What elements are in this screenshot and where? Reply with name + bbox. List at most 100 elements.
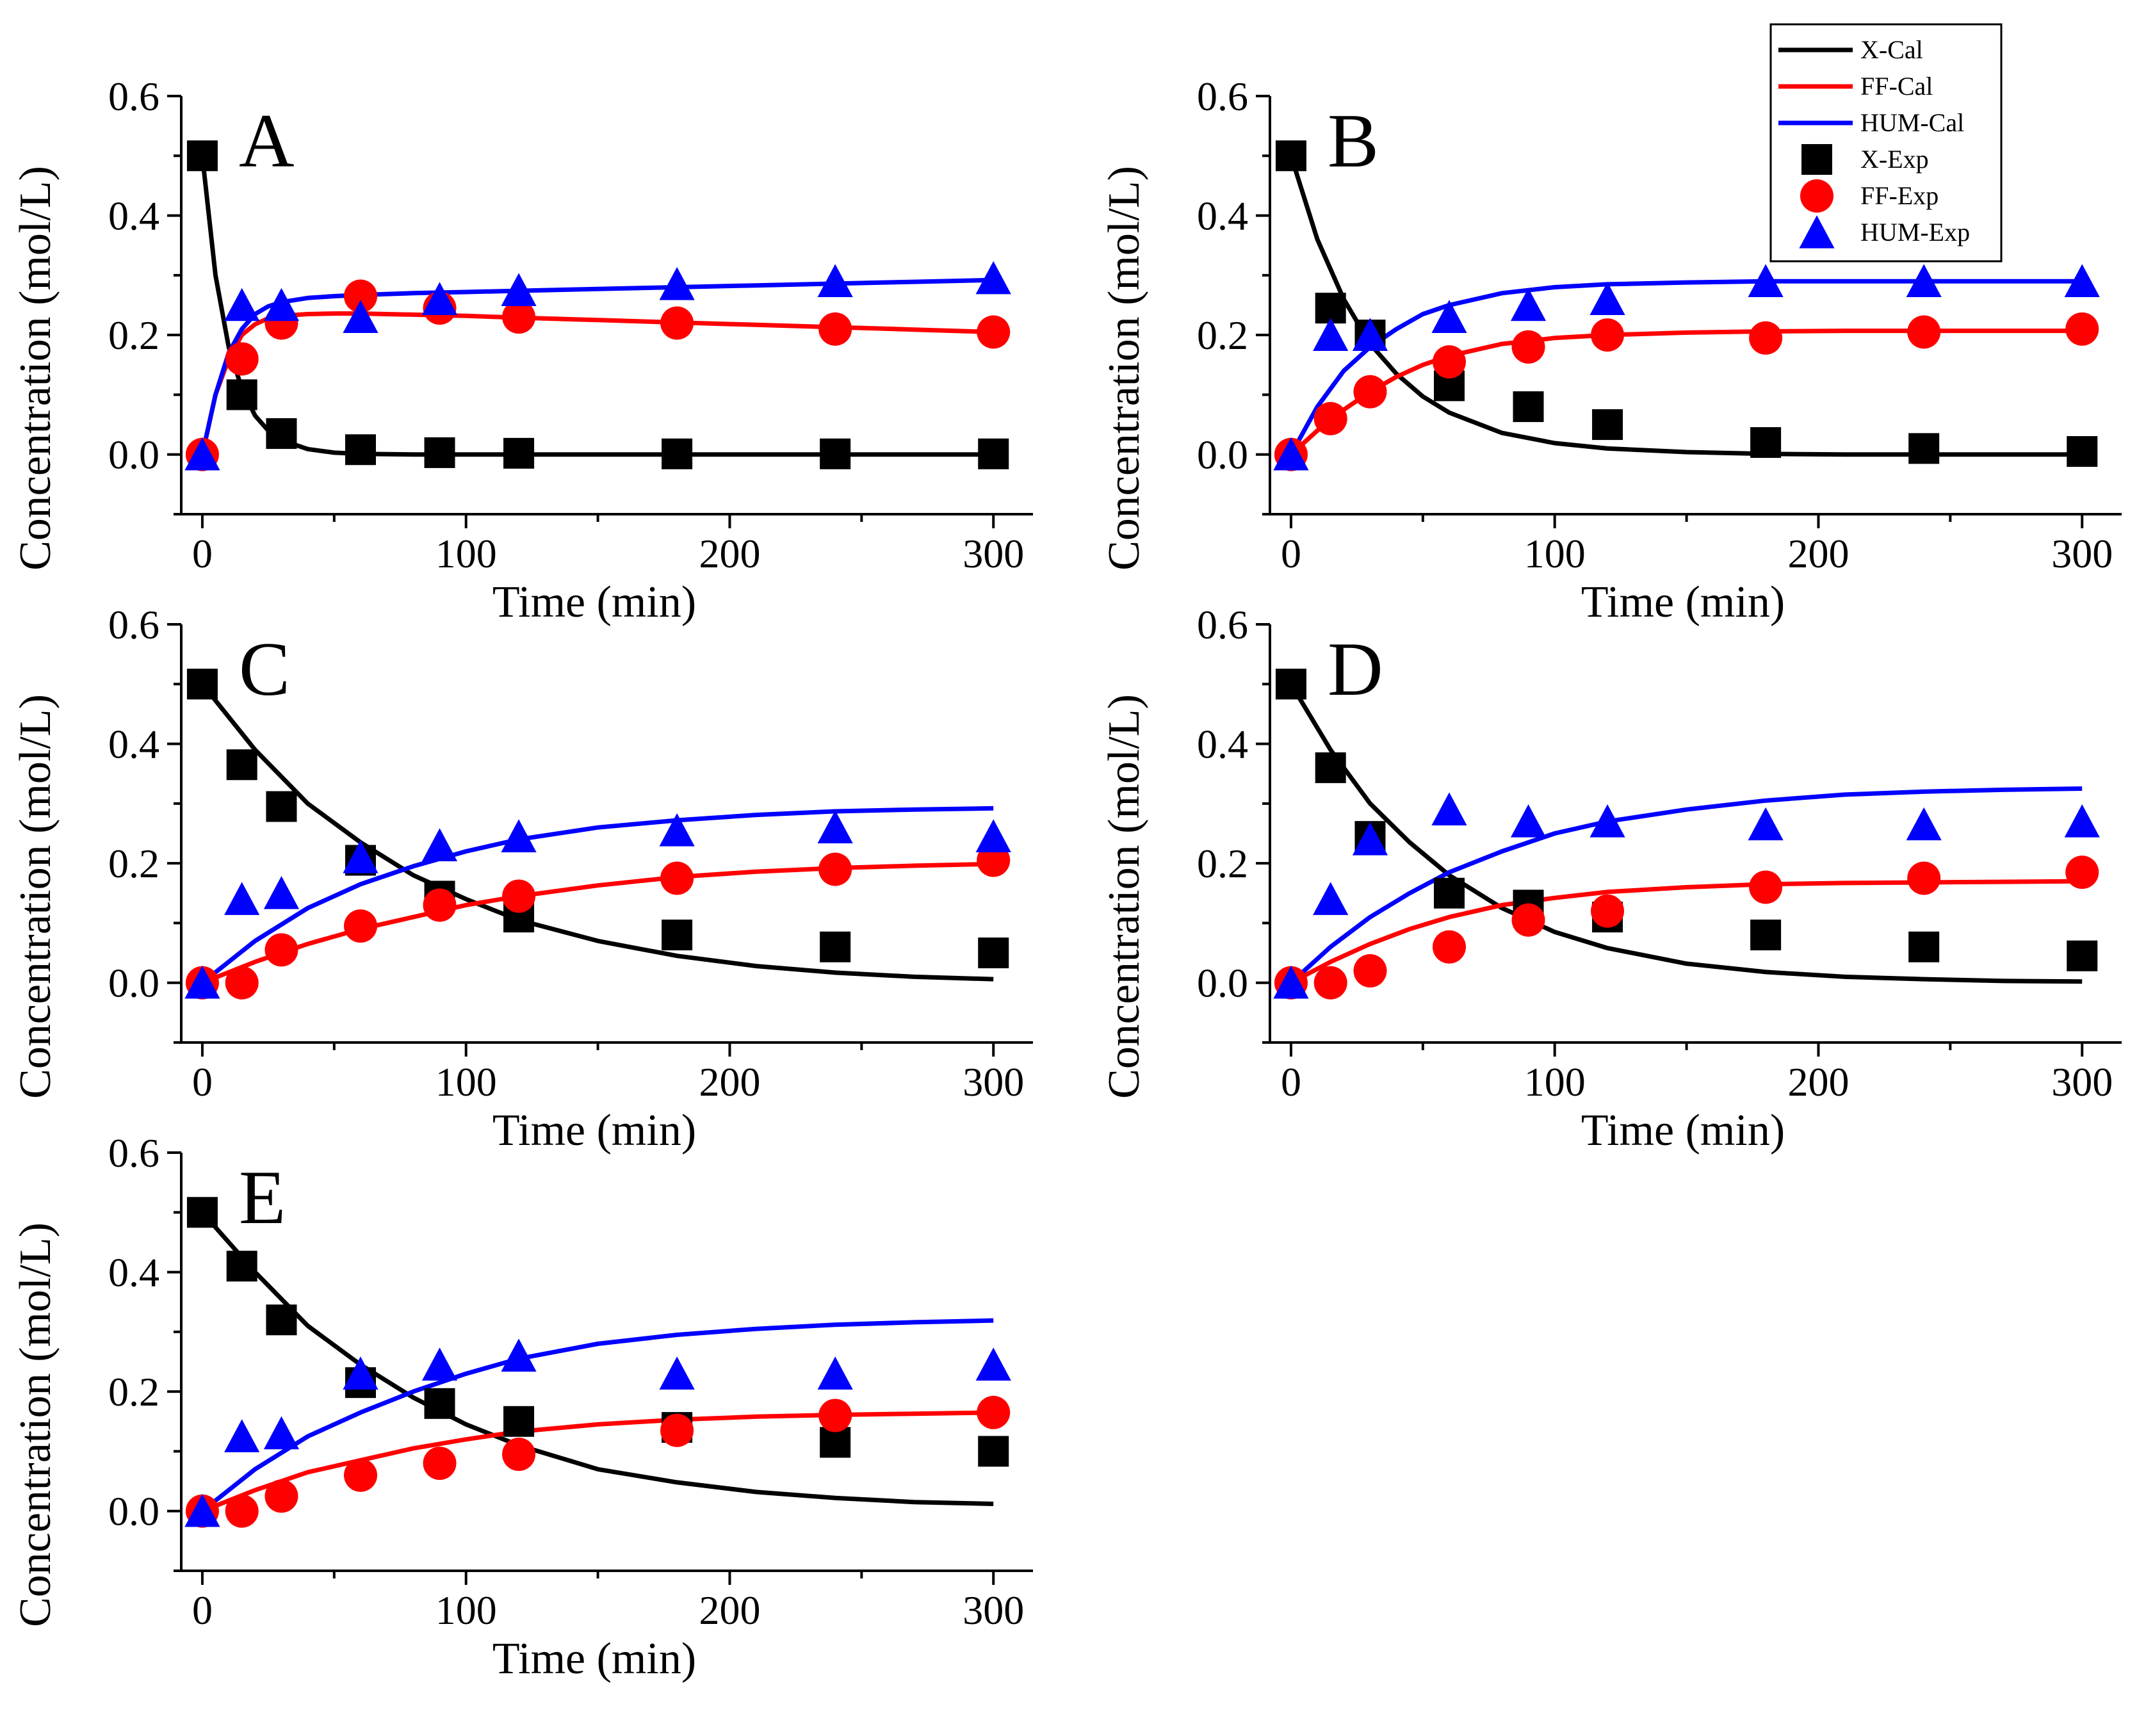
legend-label: HUM-Exp bbox=[1860, 218, 1970, 247]
hum-cal-line bbox=[1288, 279, 2083, 456]
ff-exp-point bbox=[1313, 402, 1347, 435]
ff-exp-point bbox=[1907, 861, 1941, 895]
hum-cal-line bbox=[200, 277, 994, 455]
panel-label: C bbox=[239, 626, 290, 711]
ff-exp-point bbox=[225, 966, 259, 1000]
y-tick-label: 0.4 bbox=[1197, 722, 1248, 767]
hum-exp-point bbox=[817, 264, 853, 297]
panel-label: D bbox=[1328, 626, 1383, 711]
hum-exp-point bbox=[659, 813, 695, 847]
ff-exp-point bbox=[660, 861, 694, 895]
x-tick-label: 300 bbox=[2051, 531, 2113, 576]
hum-exp-point bbox=[1273, 965, 1309, 999]
ff-cal-line bbox=[201, 861, 994, 985]
hum-exp-point bbox=[263, 875, 300, 909]
hum-exp-point bbox=[421, 828, 458, 861]
x-exp-point bbox=[266, 791, 297, 822]
x-exp-point bbox=[2067, 940, 2098, 971]
hum-exp-point bbox=[224, 288, 260, 321]
x-exp-point bbox=[226, 749, 257, 781]
hum-exp-point bbox=[659, 267, 695, 300]
hum-exp-point bbox=[817, 1356, 853, 1390]
panel-a: 0 100 200 300 0.0 0.2 0.4 0.6 Time (min) Concentr… bbox=[11, 74, 1033, 627]
hum-exp-point bbox=[501, 1338, 537, 1372]
y-tick-label: 0.0 bbox=[1197, 432, 1248, 478]
x-exp-point bbox=[820, 931, 851, 962]
ff-cal-line bbox=[200, 311, 994, 455]
x-axis-title: Time (min) bbox=[1581, 1106, 1785, 1155]
hum-exp-point bbox=[1313, 318, 1349, 351]
legend-label: X-Cal bbox=[1860, 35, 1923, 64]
hum-exp-point bbox=[659, 1356, 695, 1390]
x-tick-label: 200 bbox=[1787, 1059, 1849, 1105]
x-tick-label: 200 bbox=[699, 1587, 760, 1633]
legend-label: HUM-Cal bbox=[1860, 108, 1964, 137]
ff-exp-point bbox=[1511, 330, 1545, 364]
ff-exp-point bbox=[344, 909, 377, 943]
hum-exp-point bbox=[501, 819, 537, 852]
panel-label: A bbox=[239, 98, 295, 183]
x-tick-label: 300 bbox=[963, 1587, 1024, 1633]
x-exp-point bbox=[978, 937, 1009, 969]
x-exp-point bbox=[1275, 140, 1306, 172]
x-tick-label: 100 bbox=[435, 1059, 497, 1105]
hum-exp-point bbox=[1589, 282, 1625, 315]
y-tick-label: 0.6 bbox=[108, 602, 159, 647]
x-exp-point bbox=[1592, 409, 1623, 441]
hum-exp-point bbox=[975, 819, 1011, 852]
ff-exp-point bbox=[344, 279, 377, 313]
x-exp-point bbox=[186, 669, 218, 700]
x-tick-label: 200 bbox=[699, 1059, 760, 1105]
y-tick-label: 0.4 bbox=[108, 1250, 159, 1295]
hum-exp-point bbox=[1352, 822, 1388, 856]
legend: X-Cal FF-Cal HUM-Cal X-Exp FF-Exp HUM-Exp bbox=[1769, 23, 2003, 263]
x-exp-point bbox=[1434, 877, 1465, 909]
y-tick-label: 0.4 bbox=[108, 193, 159, 239]
x-exp-point bbox=[266, 1304, 297, 1336]
hum-exp-point bbox=[1510, 288, 1547, 321]
y-tick-label: 0.0 bbox=[108, 1489, 159, 1534]
y-tick-label: 0.0 bbox=[1197, 961, 1248, 1006]
ff-exp-point bbox=[423, 1447, 457, 1480]
hum-exp-point bbox=[263, 1416, 300, 1450]
hum-exp-point bbox=[2064, 264, 2100, 297]
ff-exp-point bbox=[502, 879, 536, 913]
panel-label: B bbox=[1328, 98, 1379, 183]
ff-exp-point bbox=[660, 1413, 694, 1447]
x-tick-label: 0 bbox=[192, 531, 213, 576]
ff-exp-point bbox=[502, 1438, 536, 1472]
y-tick-label: 0.0 bbox=[108, 432, 159, 478]
hum-exp-point bbox=[343, 840, 378, 873]
x-exp-point bbox=[1908, 931, 1940, 962]
ff-exp-point bbox=[977, 1395, 1011, 1429]
ff-exp-point bbox=[2065, 856, 2099, 889]
y-tick-label: 0.2 bbox=[108, 1369, 159, 1415]
hum-exp-point bbox=[1431, 792, 1467, 825]
hum-exp-point bbox=[184, 1493, 220, 1527]
hum-exp-point bbox=[1906, 264, 1942, 297]
x-tick-label: 300 bbox=[2051, 1059, 2113, 1105]
legend-box bbox=[1769, 23, 2003, 263]
ff-exp-point bbox=[225, 342, 259, 376]
hum-exp-point bbox=[1431, 300, 1467, 333]
x-tick-label: 100 bbox=[1524, 1059, 1586, 1105]
hum-exp-point bbox=[1748, 264, 1784, 297]
y-axis-title: Concentration (mol/L) bbox=[1100, 694, 1149, 1099]
x-exp-point bbox=[226, 1251, 257, 1282]
hum-exp-point bbox=[1510, 804, 1547, 838]
hum-exp-point bbox=[184, 965, 220, 999]
hum-exp-point bbox=[263, 288, 300, 321]
x-exp-point bbox=[186, 140, 218, 172]
legend-label: X-Exp bbox=[1860, 145, 1929, 174]
x-tick-label: 200 bbox=[699, 531, 760, 576]
ff-exp-point bbox=[344, 1458, 377, 1492]
ff-exp-point bbox=[1313, 966, 1347, 1000]
x-tick-label: 300 bbox=[963, 1059, 1024, 1105]
y-tick-label: 0.2 bbox=[108, 312, 159, 358]
x-exp-point bbox=[662, 920, 693, 951]
ff-exp-point bbox=[660, 306, 694, 340]
x-tick-label: 100 bbox=[435, 531, 497, 576]
x-exp-point bbox=[1908, 433, 1940, 464]
ff-cal-line bbox=[201, 1410, 994, 1513]
legend-swatch-ff-circle bbox=[1800, 179, 1833, 213]
